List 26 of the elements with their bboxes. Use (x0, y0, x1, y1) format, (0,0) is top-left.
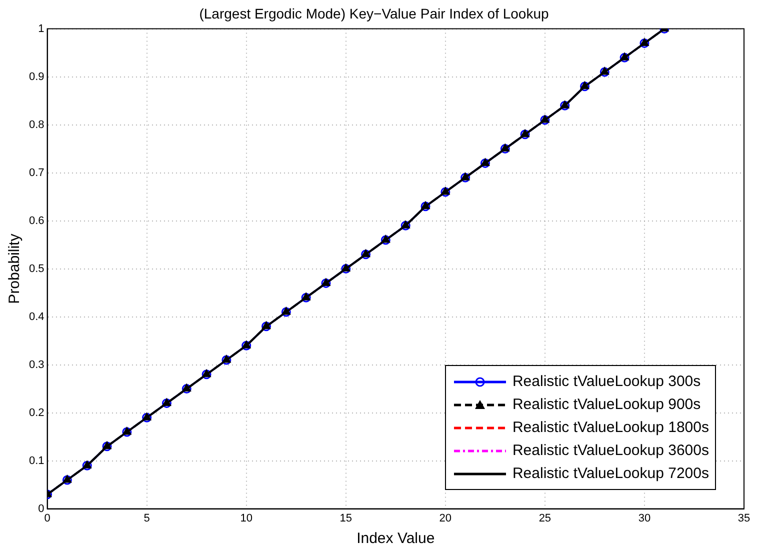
y-tick-label: 0.2 (28, 406, 44, 419)
legend-label: Realistic tValueLookup 300s (512, 373, 701, 390)
legend-label: Realistic tValueLookup 1800s (512, 419, 709, 436)
y-tick-label: 0.5 (28, 262, 44, 275)
x-tick-label: 5 (144, 512, 150, 524)
x-axis-title: Index Value (356, 530, 435, 548)
legend-label: Realistic tValueLookup 7200s (512, 465, 709, 482)
x-tick-label: 25 (538, 512, 552, 524)
legend-label: Realistic tValueLookup 3600s (512, 442, 709, 459)
y-tick-label: 0.4 (28, 310, 44, 323)
legend-label: Realistic tValueLookup 900s (512, 396, 701, 413)
x-tick-label: 30 (638, 512, 651, 524)
chart-title: (Largest Ergodic Mode) Key−Value Pair Index of Lookup (199, 5, 549, 22)
y-tick-label: 0.7 (28, 166, 44, 179)
y-tick-label: 0.3 (28, 358, 44, 371)
x-tick-label: 35 (738, 512, 750, 524)
y-tick-label: 0 (38, 502, 44, 515)
x-tick-label: 10 (240, 512, 252, 524)
y-tick-label: 0.9 (28, 70, 44, 83)
x-tick-label: 15 (340, 512, 352, 524)
x-tick-label: 20 (439, 512, 452, 524)
y-tick-label: 0.1 (28, 454, 44, 467)
y-axis-title: Probability (6, 233, 24, 304)
y-tick-label: 1 (38, 22, 44, 35)
y-tick-label: 0.6 (28, 214, 44, 227)
y-tick-label: 0.8 (28, 118, 44, 131)
